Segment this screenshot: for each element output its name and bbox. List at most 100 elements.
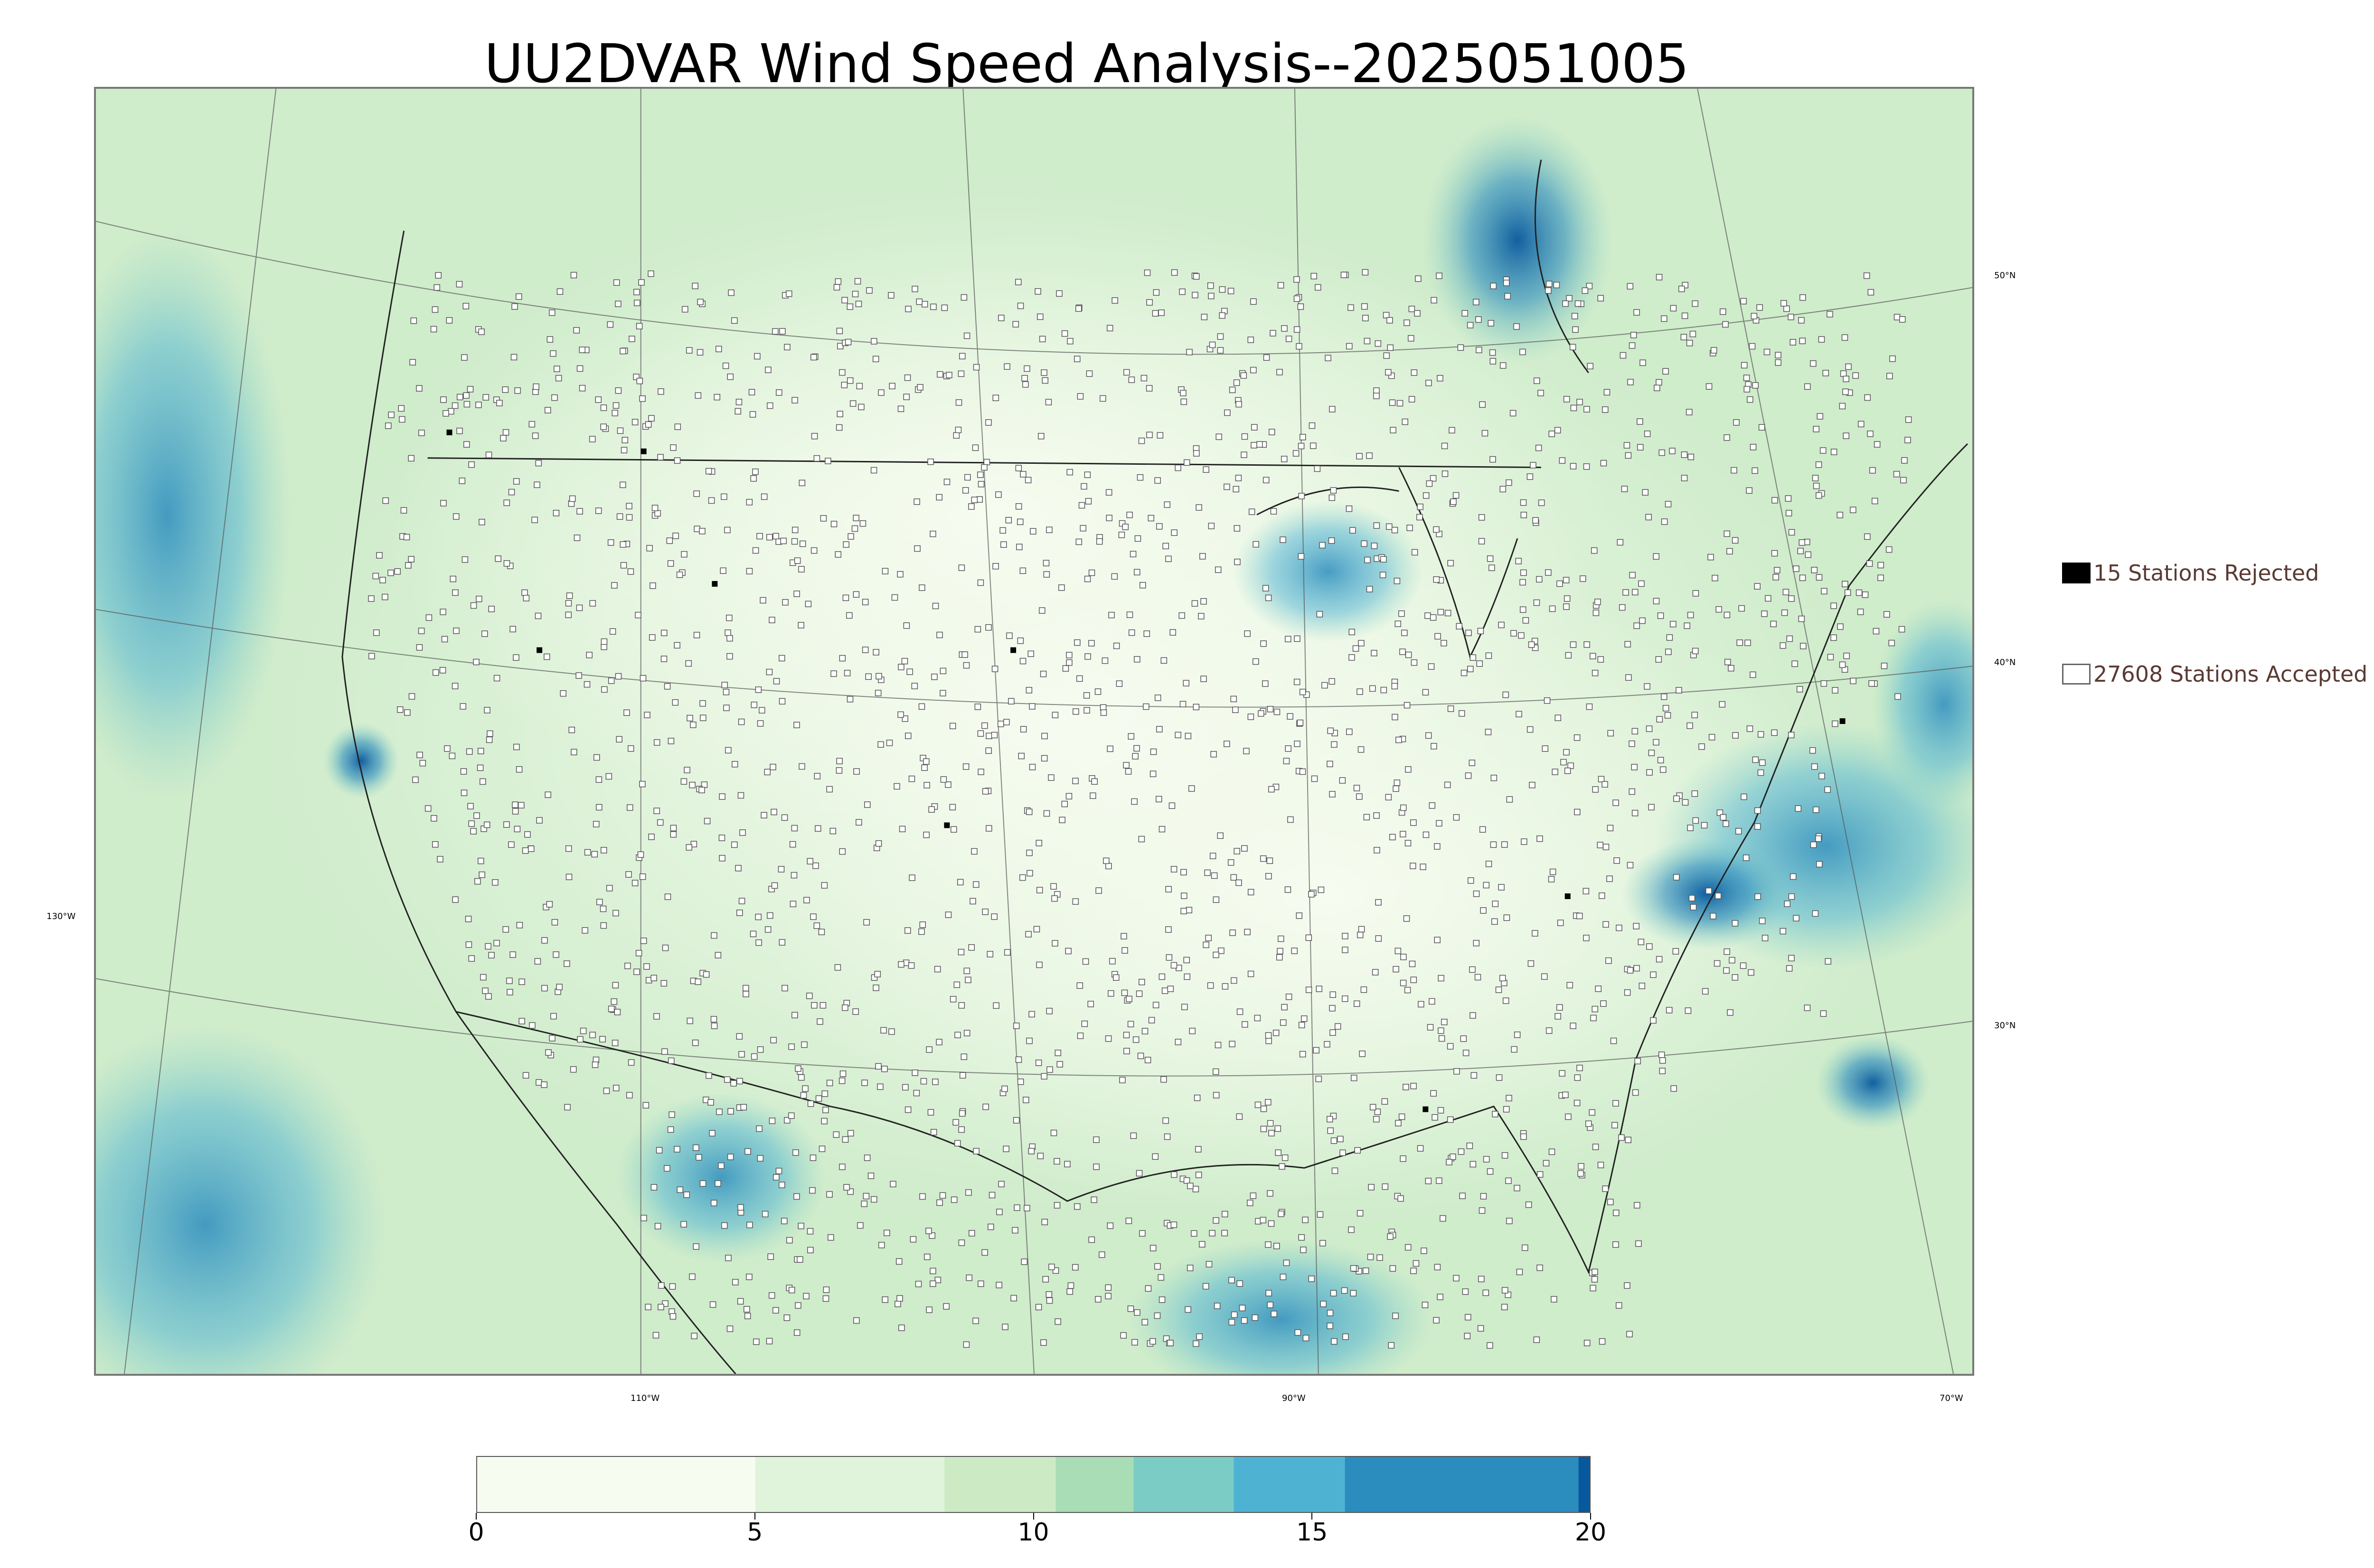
station-accepted-marker <box>1625 452 1632 459</box>
station-accepted-marker <box>1346 505 1353 512</box>
station-accepted-marker <box>1134 569 1140 576</box>
station-accepted-marker <box>1830 634 1837 641</box>
station-accepted-marker <box>1453 1068 1460 1075</box>
station-accepted-marker <box>1393 785 1399 792</box>
station-accepted-marker <box>496 400 503 406</box>
station-accepted-marker <box>1414 310 1421 317</box>
station-accepted-marker <box>912 1070 918 1076</box>
station-accepted-marker <box>853 591 860 598</box>
station-accepted-marker <box>1310 442 1317 449</box>
station-accepted-marker <box>600 404 607 411</box>
station-accepted-marker <box>1790 873 1797 880</box>
station-accepted-marker <box>875 690 882 696</box>
station-accepted-marker <box>1400 1155 1406 1162</box>
station-accepted-marker <box>1788 529 1795 536</box>
station-accepted-marker <box>1250 298 1257 305</box>
station-accepted-marker <box>669 1111 675 1118</box>
station-accepted-marker <box>1629 788 1635 795</box>
station-accepted-marker <box>596 899 603 905</box>
station-accepted-marker <box>1400 831 1406 837</box>
station-accepted-marker <box>1002 1324 1008 1330</box>
station-accepted-marker <box>1661 315 1667 322</box>
station-accepted-marker <box>936 494 942 501</box>
station-accepted-marker <box>667 560 674 567</box>
station-accepted-marker <box>478 329 485 335</box>
station-accepted-marker <box>1534 377 1540 384</box>
station-accepted-marker <box>930 1268 936 1275</box>
station-accepted-marker <box>1041 732 1048 740</box>
station-accepted-marker <box>727 1154 734 1160</box>
station-accepted-marker <box>699 1180 707 1187</box>
station-accepted-marker <box>1025 477 1032 483</box>
station-accepted-marker <box>1001 1085 1008 1092</box>
station-accepted-marker <box>897 711 904 718</box>
station-accepted-marker <box>1564 767 1571 774</box>
station-accepted-marker <box>545 791 551 798</box>
station-accepted-marker <box>1629 342 1636 349</box>
station-accepted-marker <box>726 653 733 660</box>
station-rejected-marker <box>446 429 452 435</box>
station-accepted-marker <box>864 1155 871 1161</box>
station-accepted-marker <box>1095 887 1102 894</box>
station-accepted-marker <box>620 541 626 548</box>
station-accepted-marker <box>1167 986 1174 992</box>
station-accepted-marker <box>991 913 998 920</box>
station-accepted-marker <box>1476 660 1483 667</box>
lat-label-50n: 50°N <box>1994 271 2016 281</box>
station-accepted-marker <box>1305 934 1312 941</box>
station-accepted-marker <box>1422 1302 1429 1308</box>
station-accepted-marker <box>743 985 749 992</box>
station-accepted-marker <box>1005 516 1012 524</box>
station-accepted-marker <box>565 600 572 607</box>
station-accepted-marker <box>864 801 871 808</box>
station-accepted-marker <box>1724 611 1731 619</box>
station-accepted-marker <box>1021 1258 1028 1265</box>
station-accepted-marker <box>1371 649 1377 657</box>
station-accepted-marker <box>1076 675 1083 682</box>
station-accepted-marker <box>667 1126 674 1133</box>
station-accepted-marker <box>1189 1028 1196 1034</box>
station-accepted-marker <box>1207 982 1214 989</box>
station-accepted-marker <box>822 1295 829 1302</box>
station-accepted-marker <box>958 948 965 956</box>
station-accepted-marker <box>993 1002 999 1009</box>
station-accepted-marker <box>1562 300 1569 307</box>
station-accepted-marker <box>1109 958 1116 965</box>
station-accepted-marker <box>1565 1113 1572 1120</box>
station-accepted-marker <box>1165 555 1172 563</box>
station-accepted-marker <box>461 354 468 361</box>
colorbar-band <box>755 1457 945 1512</box>
station-accepted-marker <box>642 1102 650 1109</box>
station-accepted-marker <box>1404 986 1411 994</box>
station-accepted-marker <box>1185 732 1192 740</box>
station-accepted-marker <box>640 938 647 944</box>
station-accepted-marker <box>1637 444 1644 451</box>
station-accepted-marker <box>803 897 810 903</box>
station-accepted-marker <box>1213 896 1220 903</box>
station-accepted-marker <box>1533 1336 1540 1343</box>
station-accepted-marker <box>1533 599 1540 606</box>
station-accepted-marker <box>724 1076 731 1083</box>
station-accepted-marker <box>1799 539 1805 546</box>
station-accepted-marker <box>799 540 806 547</box>
station-accepted-marker <box>1139 978 1145 986</box>
station-accepted-marker <box>981 1249 988 1256</box>
station-accepted-marker <box>711 1023 718 1029</box>
station-accepted-marker <box>617 427 624 434</box>
station-accepted-marker <box>674 1146 680 1153</box>
station-accepted-marker <box>611 998 618 1005</box>
station-accepted-marker <box>1583 935 1590 941</box>
station-accepted-marker <box>1462 1050 1470 1056</box>
station-accepted-marker <box>795 1065 801 1072</box>
station-accepted-marker <box>1501 1287 1508 1294</box>
station-accepted-marker <box>1479 1207 1486 1214</box>
station-accepted-marker <box>670 444 677 451</box>
station-accepted-marker <box>1229 930 1236 936</box>
station-accepted-marker <box>1143 703 1149 710</box>
station-accepted-marker <box>502 429 509 436</box>
station-accepted-marker <box>810 1155 817 1161</box>
station-accepted-marker <box>782 985 788 992</box>
station-accepted-marker <box>1669 448 1676 454</box>
station-accepted-marker <box>833 284 840 291</box>
station-accepted-marker <box>743 991 749 997</box>
